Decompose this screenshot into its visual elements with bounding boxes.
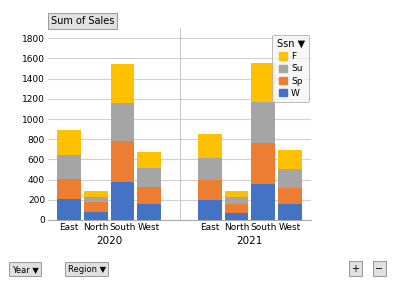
Bar <box>225 204 249 213</box>
Bar <box>57 155 81 179</box>
Bar <box>84 191 108 197</box>
Bar <box>225 213 249 220</box>
Bar <box>225 197 249 204</box>
Bar <box>278 188 302 204</box>
Text: −: − <box>375 264 383 274</box>
Bar <box>198 180 222 200</box>
Bar <box>84 212 108 220</box>
Bar <box>278 169 302 188</box>
Bar <box>84 202 108 212</box>
Legend: F, Su, Sp, W: F, Su, Sp, W <box>272 35 309 102</box>
Bar <box>198 134 222 158</box>
Bar <box>111 63 134 103</box>
Bar <box>137 168 161 187</box>
Bar <box>198 200 222 220</box>
Bar <box>57 179 81 199</box>
Bar <box>198 158 222 180</box>
Bar <box>57 130 81 155</box>
Bar <box>111 141 134 182</box>
Bar <box>111 182 134 220</box>
Bar <box>225 191 249 197</box>
Bar <box>137 152 161 168</box>
Bar <box>111 103 134 141</box>
Bar <box>57 199 81 220</box>
Bar <box>84 197 108 202</box>
Text: Region ▼: Region ▼ <box>68 265 106 274</box>
Bar <box>278 204 302 220</box>
Bar <box>251 63 275 102</box>
Bar <box>251 184 275 220</box>
Bar <box>137 187 161 204</box>
Text: 2021: 2021 <box>237 235 263 246</box>
Text: Sum of Sales: Sum of Sales <box>51 16 114 26</box>
Bar <box>137 204 161 220</box>
Text: 2020: 2020 <box>96 235 122 246</box>
Bar <box>278 150 302 169</box>
Text: +: + <box>351 264 359 274</box>
Text: Year ▼: Year ▼ <box>12 265 39 274</box>
Bar <box>251 143 275 184</box>
Bar <box>251 102 275 143</box>
